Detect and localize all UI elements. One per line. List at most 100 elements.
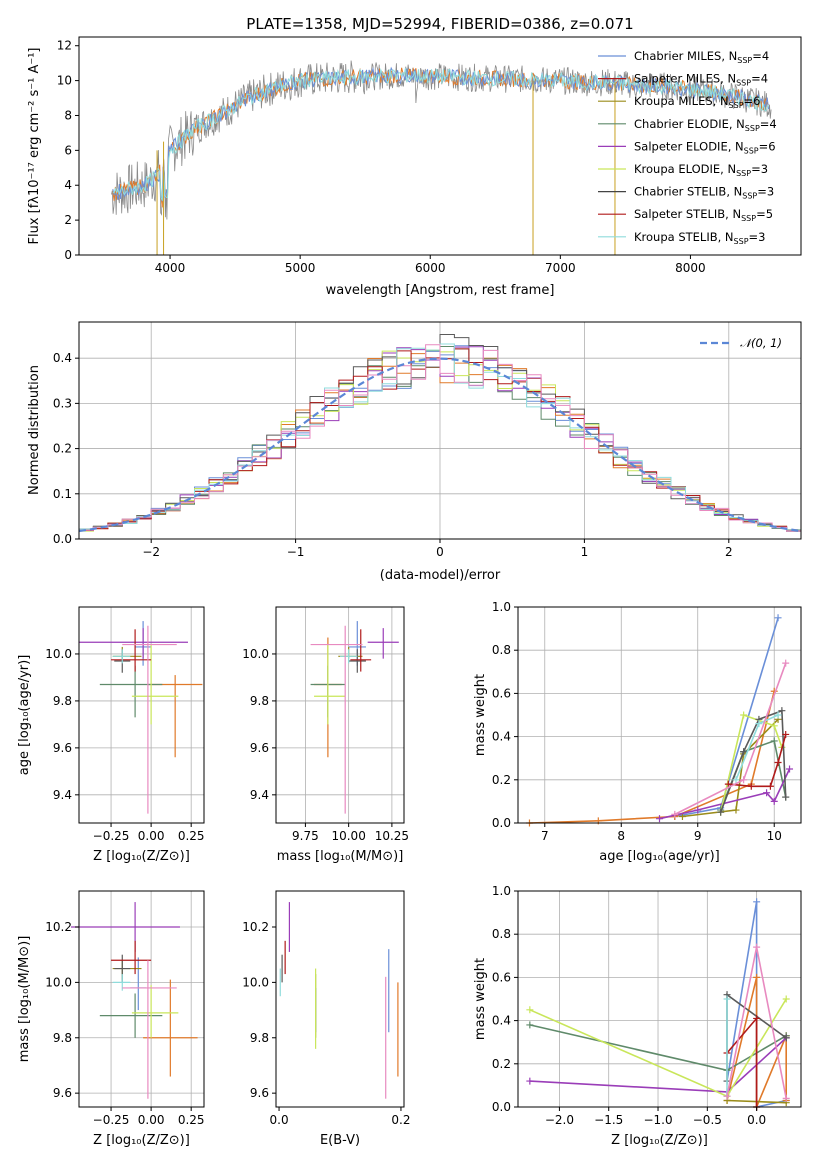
residual-xtick-label: 1	[581, 545, 589, 559]
weight-series-marker	[763, 789, 771, 797]
residual-ytick-label: 0.4	[53, 351, 72, 365]
xtick-label: 0.2	[391, 1113, 410, 1127]
weight-series-marker	[766, 782, 774, 790]
residual-ytick-label: 0.3	[53, 396, 72, 410]
ytick-label: 0.6	[492, 970, 511, 984]
gaussian-reference-curve	[78, 357, 802, 533]
weight-series-line	[719, 713, 783, 813]
model-spectrum-line	[112, 67, 769, 201]
ytick-label: 1.0	[492, 884, 511, 898]
axes-frame	[78, 890, 205, 1108]
weight-series-marker	[770, 722, 778, 730]
weight-series-marker	[740, 748, 748, 756]
spectrum-ytick-label: 0	[64, 248, 72, 262]
xtick-label: 0.00	[138, 1113, 165, 1127]
ytick-label: 10.0	[242, 975, 269, 989]
weight-vs-metallicity-panel: −2.0 −1.5 −1.0 −0.5 0.0 0.0 0.2 0.4 0.6 0.8 1.0 Z […	[473, 884, 802, 1148]
residual-ticks: −2 −1 0 1 2 0.0 0.1 0.2 0.3 0.4	[53, 351, 733, 559]
ytick-label: 10.2	[45, 920, 72, 934]
axes-frame	[275, 606, 405, 824]
weight-series-marker	[753, 943, 761, 951]
spectrum-legend-label: Kroupa MILES, NSSP=6	[634, 94, 760, 110]
mass-vs-ebv-panel: 0.0 0.2 9.6 9.8 10.0 10.2 E(B-V)	[242, 890, 410, 1148]
spectrum-legend: Chabrier MILES, NSSP=4 Salpeter MILES, NS…	[598, 49, 777, 246]
spectrum-ytick-label: 6	[64, 143, 72, 157]
errorbar-point	[79, 628, 188, 659]
errorbar-point	[143, 979, 198, 1077]
ytick-label: 9.4	[53, 788, 72, 802]
ytick-label: 0.2	[492, 773, 511, 787]
residual-legend-label: 𝒩(0, 1)	[740, 336, 782, 350]
residual-ytick-label: 0.2	[53, 442, 72, 456]
axes-frame	[78, 606, 205, 824]
weight-series-marker	[717, 808, 725, 816]
xtick-label: −0.25	[93, 1113, 130, 1127]
ytick-label: 10.0	[45, 647, 72, 661]
spectrum-panel: PLATE=1358, MJD=52994, FIBERID=0386, z=0…	[27, 15, 802, 298]
errorbar-point	[348, 649, 366, 673]
weight-series-marker	[724, 780, 732, 788]
spectrum-ytick-label: 2	[64, 213, 72, 227]
axes-frame	[517, 890, 802, 1108]
spectrum-xlabel: wavelength [Angstrom, rest frame]	[326, 283, 555, 298]
errorbar-point	[111, 629, 152, 672]
weight-series-marker	[740, 711, 748, 719]
errorbar-point	[350, 629, 372, 672]
ytick-label: 0.6	[492, 686, 511, 700]
xtick-label: −0.5	[693, 1113, 722, 1127]
residual-xtick-label: −1	[287, 545, 305, 559]
spectrum-xtick-label: 4000	[155, 261, 186, 275]
xlabel: Z [log₁₀(Z/Z⊙)]	[611, 1133, 708, 1148]
residual-histograms	[79, 334, 801, 532]
xlabel: mass [log₁₀(M/M⊙)]	[277, 849, 404, 864]
weight-series-line	[674, 662, 787, 816]
spectrum-ylabel: Flux [fλ10⁻¹⁷ erg cm⁻² s⁻¹ A⁻¹]	[27, 48, 42, 245]
ylabel: mass [log₁₀(M/M⊙)]	[17, 936, 32, 1063]
errorbar-point	[131, 644, 179, 725]
spectrum-legend-label: Kroupa STELIB, NSSP=3	[634, 230, 765, 246]
residual-xtick-label: 0	[436, 545, 444, 559]
xtick-label: 0.0	[747, 1113, 766, 1127]
ytick-label: 10.2	[242, 920, 269, 934]
weight-series-marker	[778, 707, 786, 715]
spectrum-legend-label: Kroupa ELODIE, NSSP=3	[634, 162, 768, 178]
weight-series-marker	[774, 759, 782, 767]
xtick-label: −1.5	[594, 1113, 623, 1127]
weight-series-marker	[694, 806, 702, 814]
ylabel: age [log₁₀(age/yr)]	[17, 655, 32, 776]
errorbar-point	[112, 960, 142, 980]
spectrum-ytick-label: 12	[57, 39, 72, 53]
errorbar-point	[70, 902, 180, 952]
weight-series-marker	[786, 765, 794, 773]
residual-ytick-label: 0.0	[53, 532, 72, 546]
ytick-label: 0.4	[492, 1014, 511, 1028]
weight-series-marker	[782, 659, 790, 667]
errorbar-point	[99, 993, 163, 1038]
spectrum-legend-label: Chabrier STELIB, NSSP=3	[634, 185, 774, 201]
ylabel: mass weight	[473, 958, 488, 1040]
ytick-label: 9.6	[53, 741, 72, 755]
weight-series-marker	[723, 1092, 731, 1100]
spectrum-title: PLATE=1358, MJD=52994, FIBERID=0386, z=0…	[246, 15, 633, 33]
ytick-label: 0.8	[492, 927, 511, 941]
spectrum-xtick-label: 5000	[285, 261, 316, 275]
xlabel: E(B-V)	[320, 1133, 360, 1148]
weight-series-marker	[753, 1014, 761, 1022]
axes-frame	[517, 606, 802, 824]
spectrum-lines	[111, 60, 772, 255]
spectrum-legend-label: Chabrier MILES, NSSP=4	[634, 49, 769, 65]
errorbar-point	[112, 649, 131, 664]
residual-panel: −2 −1 0 1 2 0.0 0.1 0.2 0.3 0.4 (data-model)/erro…	[27, 321, 802, 583]
weight-series-marker	[526, 1021, 534, 1029]
xlabel: Z [log₁₀(Z/Z⊙)]	[93, 849, 190, 864]
spectrum-legend-label: Chabrier ELODIE, NSSP=4	[634, 117, 777, 133]
age-vs-metallicity-panel: −0.25 0.00 0.25 9.4 9.6 9.8 10.0 Z [log₁₀(Z/Z⊙)…	[17, 606, 205, 864]
weight-series-marker	[770, 737, 778, 745]
weight-series-marker	[774, 614, 782, 622]
weight-series-marker	[782, 793, 790, 801]
spectrum-ticks: 4000 5000 6000 7000 8000 0 2 4 6 8 10 12	[57, 39, 706, 275]
errorbar-point	[111, 940, 152, 975]
errorbar-point	[122, 625, 177, 814]
spectrum-xtick-label: 6000	[415, 261, 446, 275]
